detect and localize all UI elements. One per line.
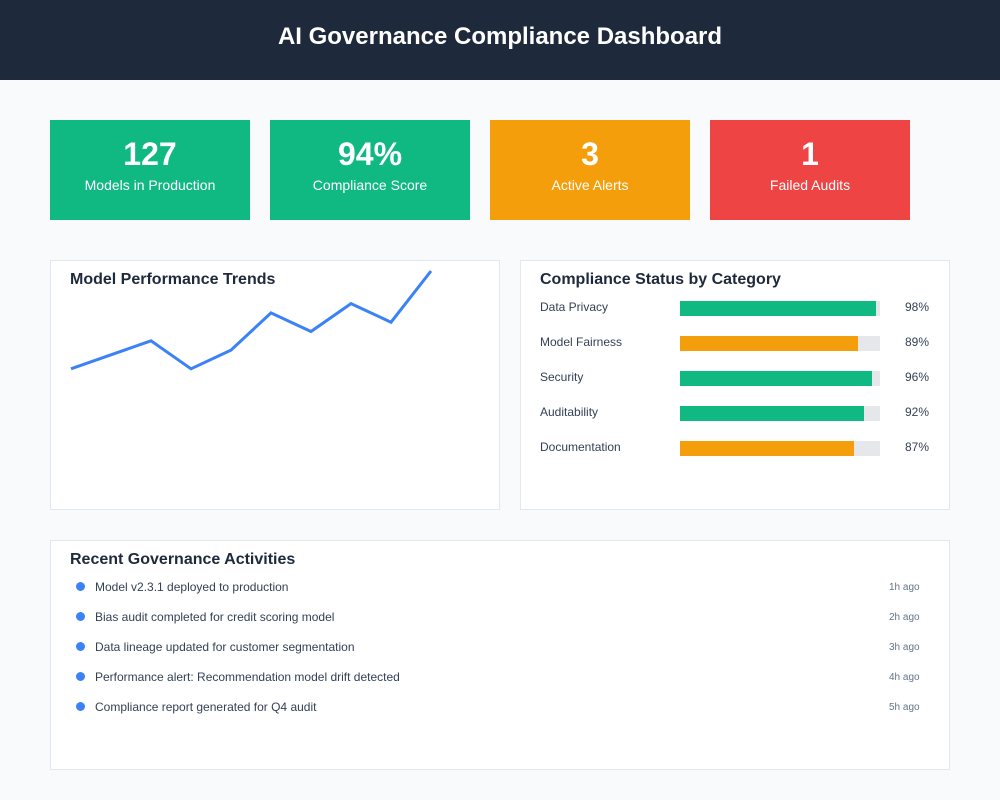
performance-line-chart [70, 270, 433, 371]
kpi-label: Models in Production [84, 177, 216, 193]
kpi-card-failed-audits[interactable]: 1 Failed Audits [710, 120, 910, 220]
progress-fill [680, 406, 864, 421]
category-name: Security [540, 370, 584, 384]
bullet-dot-icon [76, 582, 85, 591]
bullet-dot-icon [76, 642, 85, 651]
activity-text: Model v2.3.1 deployed to production [95, 580, 289, 594]
compliance-row-auditability: Auditability 92% [540, 405, 950, 425]
activity-item[interactable]: Data lineage updated for customer segmen… [51, 640, 951, 661]
kpi-label: Active Alerts [551, 177, 629, 193]
progress-track [680, 441, 880, 456]
activity-time: 3h ago [889, 642, 920, 653]
progress-fill [680, 441, 854, 456]
category-name: Documentation [540, 440, 621, 454]
activity-text: Compliance report generated for Q4 audit [95, 700, 317, 714]
activity-time: 2h ago [889, 612, 920, 623]
progress-track [680, 301, 880, 316]
panel-title: Model Performance Trends [70, 271, 276, 288]
panel-title: Recent Governance Activities [70, 551, 296, 568]
progress-track [680, 371, 880, 386]
kpi-value: 127 [123, 136, 177, 172]
category-percent: 98% [905, 300, 930, 314]
compliance-row-data-privacy: Data Privacy 98% [540, 300, 950, 320]
progress-track [680, 406, 880, 421]
activity-item[interactable]: Performance alert: Recommendation model … [51, 670, 951, 691]
compliance-row-documentation: Documentation 87% [540, 440, 950, 460]
dashboard-header: AI Governance Compliance Dashboard [0, 0, 1000, 80]
category-name: Model Fairness [540, 335, 623, 349]
kpi-card-active-alerts[interactable]: 3 Active Alerts [490, 120, 690, 220]
page-title: AI Governance Compliance Dashboard [277, 22, 723, 50]
kpi-value: 3 [581, 136, 599, 172]
activity-text: Data lineage updated for customer segmen… [95, 640, 355, 654]
bullet-dot-icon [76, 672, 85, 681]
activity-time: 1h ago [889, 582, 920, 593]
performance-trends-panel: Model Performance Trends [50, 260, 500, 510]
recent-activities-panel: Recent Governance Activities Model v2.3.… [50, 540, 950, 770]
category-percent: 96% [905, 370, 930, 384]
kpi-value: 1 [801, 136, 819, 172]
category-name: Auditability [540, 405, 599, 419]
category-percent: 92% [905, 405, 930, 419]
activity-time: 4h ago [889, 672, 920, 683]
activity-item[interactable]: Bias audit completed for credit scoring … [51, 610, 951, 631]
activity-time: 5h ago [889, 702, 920, 713]
performance-series-line [70, 270, 433, 371]
progress-track [680, 336, 880, 351]
progress-fill [680, 336, 858, 351]
activity-item[interactable]: Model v2.3.1 deployed to production 1h a… [51, 580, 951, 601]
kpi-card-compliance-score[interactable]: 94% Compliance Score [270, 120, 470, 220]
category-percent: 87% [905, 440, 930, 454]
compliance-row-security: Security 96% [540, 370, 950, 390]
category-name: Data Privacy [540, 300, 609, 314]
kpi-value: 94% [337, 136, 403, 172]
activity-text: Bias audit completed for credit scoring … [95, 610, 335, 624]
progress-fill [680, 301, 876, 316]
kpi-label: Compliance Score [312, 177, 428, 193]
activity-item[interactable]: Compliance report generated for Q4 audit… [51, 700, 951, 721]
panel-title: Compliance Status by Category [540, 271, 781, 288]
bullet-dot-icon [76, 702, 85, 711]
compliance-status-panel: Compliance Status by Category Data Priva… [520, 260, 950, 510]
kpi-card-models[interactable]: 127 Models in Production [50, 120, 250, 220]
kpi-label: Failed Audits [769, 177, 851, 193]
activity-text: Performance alert: Recommendation model … [95, 670, 400, 684]
bullet-dot-icon [76, 612, 85, 621]
category-percent: 89% [905, 335, 930, 349]
compliance-row-model-fairness: Model Fairness 89% [540, 335, 950, 355]
progress-fill [680, 371, 872, 386]
